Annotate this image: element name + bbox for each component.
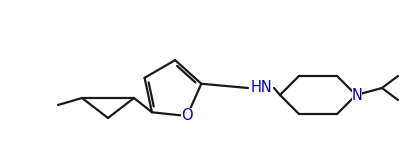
- Text: O: O: [181, 108, 193, 124]
- Text: N: N: [352, 87, 362, 103]
- Text: HN: HN: [251, 81, 273, 95]
